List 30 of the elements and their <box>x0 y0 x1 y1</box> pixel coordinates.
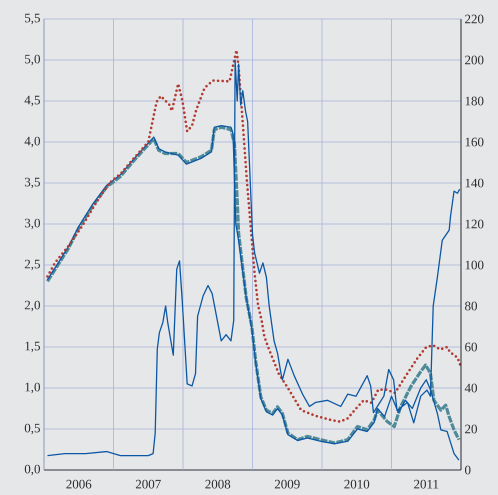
y2-tick-label: 100 <box>466 260 484 270</box>
y-tick-label: 1,5 <box>25 342 40 352</box>
y2-tick-label: 160 <box>466 138 484 146</box>
y2-tick-label: 0 <box>465 466 471 474</box>
x-tick-label: 2010 <box>344 480 370 489</box>
y2-tick-label: 140 <box>466 178 484 188</box>
y-tick-label: 4,0 <box>24 136 40 148</box>
x-tick-label: 2007 <box>136 480 161 489</box>
x-tick-label: 2009 <box>274 480 300 489</box>
x-tick-label: 2011 <box>414 480 438 489</box>
y2-tick-label: 40 <box>464 384 477 392</box>
x-tick-label: 2006 <box>66 480 92 489</box>
y2-tick-label: 20 <box>465 424 477 434</box>
y-tick-label: 4,5 <box>24 96 40 106</box>
y-tick-label: 3,0 <box>24 218 40 230</box>
y-tick-label: 5,0 <box>25 54 40 66</box>
y-tick-label: 1,0 <box>25 382 40 394</box>
y-tick-label: 3,5 <box>24 178 40 188</box>
y2-tick-label: 220 <box>465 14 484 24</box>
y2-tick-label: 60 <box>465 342 477 352</box>
y2-tick-label: 120 <box>466 220 484 228</box>
y-tick-label: 2,5 <box>24 260 40 270</box>
y-tick-label: 0,0 <box>24 464 40 476</box>
x-tick-label: 2008 <box>205 480 230 489</box>
y-tick-label: 0,5 <box>24 424 40 434</box>
y2-tick-label: 200 <box>465 56 484 64</box>
y2-tick-label: 180 <box>466 96 484 106</box>
y-tick-label: 2,0 <box>24 300 40 312</box>
y-tick-label: 5,5 <box>25 14 40 24</box>
y2-tick-label: 80 <box>465 302 477 310</box>
